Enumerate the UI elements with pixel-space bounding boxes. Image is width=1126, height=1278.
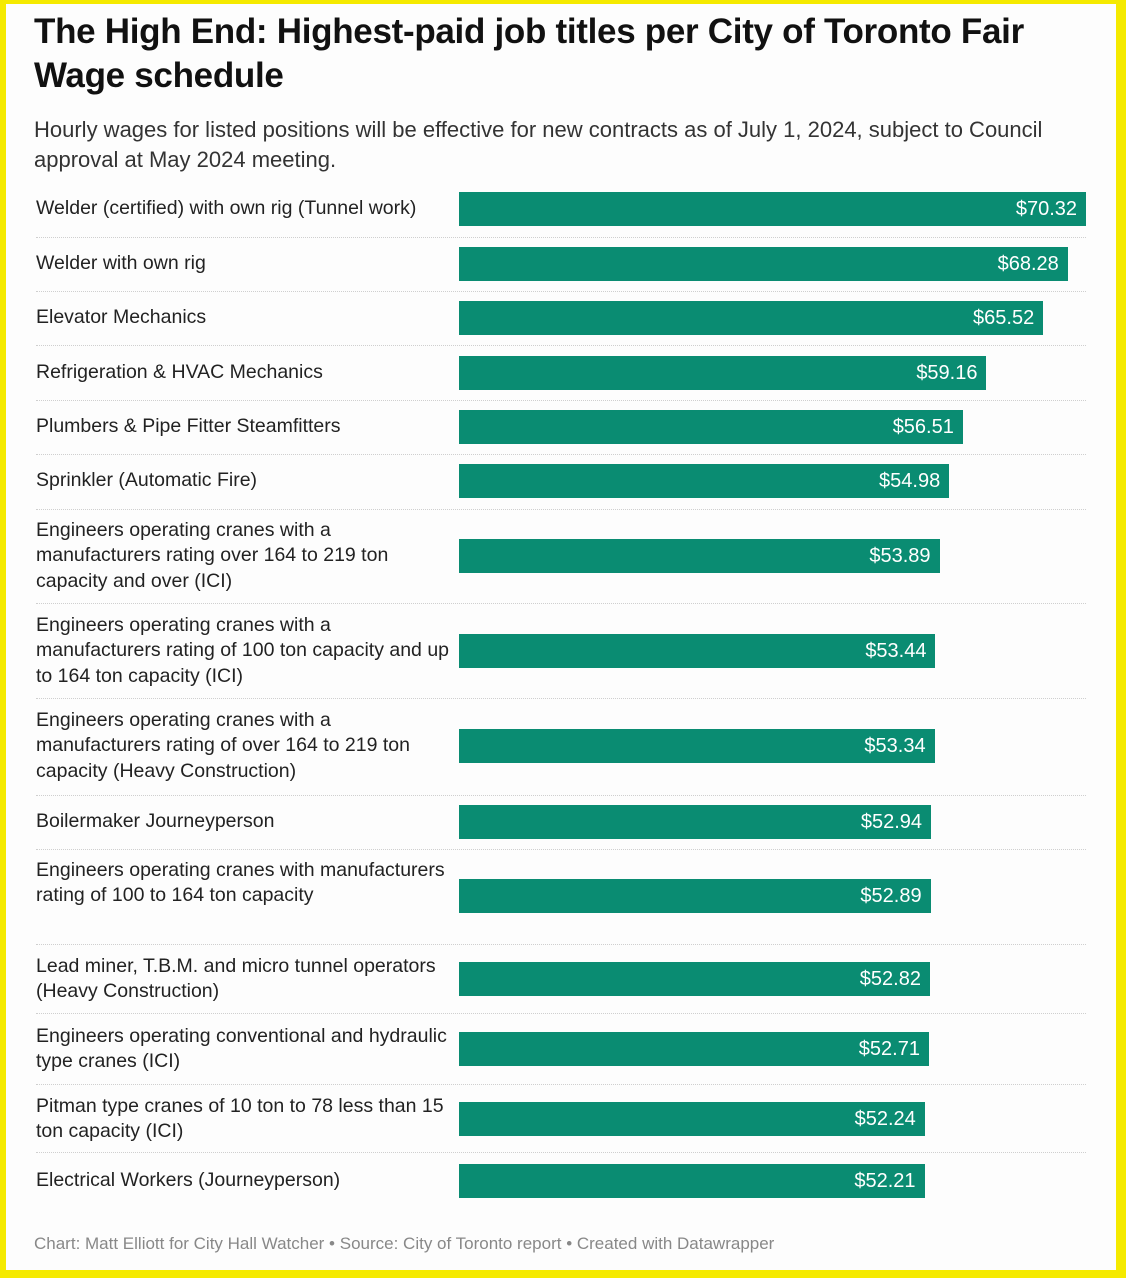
row-separator [36, 345, 1086, 346]
value-label: $70.32 [1015, 198, 1077, 220]
category-label: Lead miner, T.B.M. and micro tunnel oper… [36, 954, 436, 1003]
value-label: $52.24 [854, 1108, 916, 1130]
bar: $52.89 [459, 879, 931, 913]
value-label: $52.89 [860, 885, 922, 907]
bar-row: Engineers operating cranes with a manufa… [36, 614, 1086, 687]
row-separator [36, 698, 1086, 699]
bar-row: Engineers operating cranes with a manufa… [36, 519, 1086, 592]
row-separator [36, 1152, 1086, 1153]
value-label: $54.98 [879, 470, 941, 492]
bar-row: Elevator Mechanics $65.52 [36, 301, 1086, 335]
bar-row: Refrigeration & HVAC Mechanics $59.16 [36, 356, 1086, 390]
row-separator [36, 509, 1086, 510]
bar: $70.32 [459, 192, 1086, 226]
category-label: Welder (certified) with own rig (Tunnel … [36, 197, 417, 220]
bar-row: Pitman type cranes of 10 ton to 78 less … [36, 1095, 1086, 1142]
category-label: Refrigeration & HVAC Mechanics [36, 361, 323, 384]
bar-row: Engineers operating cranes with a manufa… [36, 709, 1086, 782]
bar: $52.21 [459, 1164, 925, 1198]
row-separator [36, 849, 1086, 850]
value-label: $52.21 [854, 1170, 916, 1192]
bar-row: Engineers operating cranes with manufact… [36, 859, 1086, 913]
bar-row: Welder with own rig $68.28 [36, 247, 1086, 281]
bar-row: Engineers operating conventional and hyd… [36, 1025, 1086, 1072]
category-label: Sprinkler (Automatic Fire) [36, 469, 258, 492]
bar-row: Plumbers & Pipe Fitter Steamfitters $56.5… [36, 410, 1086, 444]
bar: $56.51 [459, 410, 963, 444]
category-label: Engineers operating cranes with a manufa… [36, 613, 450, 687]
row-separator [36, 1084, 1086, 1085]
value-label: $56.51 [892, 416, 954, 438]
row-separator [36, 454, 1086, 455]
row-separator [36, 237, 1086, 238]
bar: $68.28 [459, 247, 1068, 281]
value-label: $65.52 [973, 307, 1035, 329]
bar: $54.98 [459, 464, 950, 498]
row-separator [36, 603, 1086, 604]
category-label: Electrical Workers (Journeyperson) [36, 1169, 341, 1192]
value-label: $52.82 [859, 968, 921, 990]
chart-footer: Chart: Matt Elliott for City Hall Watche… [34, 1234, 775, 1253]
value-label: $53.89 [869, 545, 931, 567]
bar: $59.16 [459, 356, 987, 390]
value-label: $68.28 [997, 253, 1059, 275]
bar-row: Electrical Workers (Journeyperson) $52.21 [36, 1164, 1086, 1198]
value-label: $53.44 [865, 640, 927, 662]
bar-row: Welder (certified) with own rig (Tunnel … [36, 192, 1086, 226]
bar-row: Boilermaker Journeyperson $52.94 [36, 805, 1086, 839]
category-label: Welder with own rig [36, 252, 206, 275]
row-separator [36, 291, 1086, 292]
bar: $65.52 [459, 301, 1044, 335]
row-separator [36, 400, 1086, 401]
bar-row: Lead miner, T.B.M. and micro tunnel oper… [36, 955, 1086, 1002]
category-label: Engineers operating cranes with a manufa… [36, 708, 410, 782]
bar: $53.89 [459, 539, 940, 573]
bar: $52.94 [459, 805, 932, 839]
value-label: $53.34 [864, 735, 926, 757]
category-label: Pitman type cranes of 10 ton to 78 less … [36, 1094, 444, 1143]
bar: $53.44 [459, 634, 936, 668]
chart-title: The High End: Highest-paid job titles pe… [34, 12, 1024, 95]
value-label: $52.71 [858, 1038, 920, 1060]
bar: $52.82 [459, 962, 930, 996]
category-label: Engineers operating cranes with a manufa… [36, 518, 389, 592]
category-label: Boilermaker Journeyperson [36, 810, 275, 833]
bar: $52.71 [459, 1032, 929, 1066]
category-label: Elevator Mechanics [36, 306, 207, 329]
row-separator [36, 795, 1086, 796]
row-separator [36, 1013, 1086, 1014]
chart-subtitle: Hourly wages for listed positions will b… [34, 117, 1043, 172]
value-label: $52.94 [860, 811, 923, 833]
category-label: Plumbers & Pipe Fitter Steamfitters [36, 415, 341, 438]
bar: $53.34 [459, 729, 935, 763]
value-label: $59.16 [916, 362, 978, 384]
category-label: Engineers operating conventional and hyd… [36, 1024, 447, 1073]
bar-row: Sprinkler (Automatic Fire) $54.98 [36, 464, 1086, 498]
category-label: Engineers operating cranes with manufact… [36, 858, 445, 907]
bar: $52.24 [459, 1102, 925, 1136]
row-separator [36, 944, 1086, 945]
